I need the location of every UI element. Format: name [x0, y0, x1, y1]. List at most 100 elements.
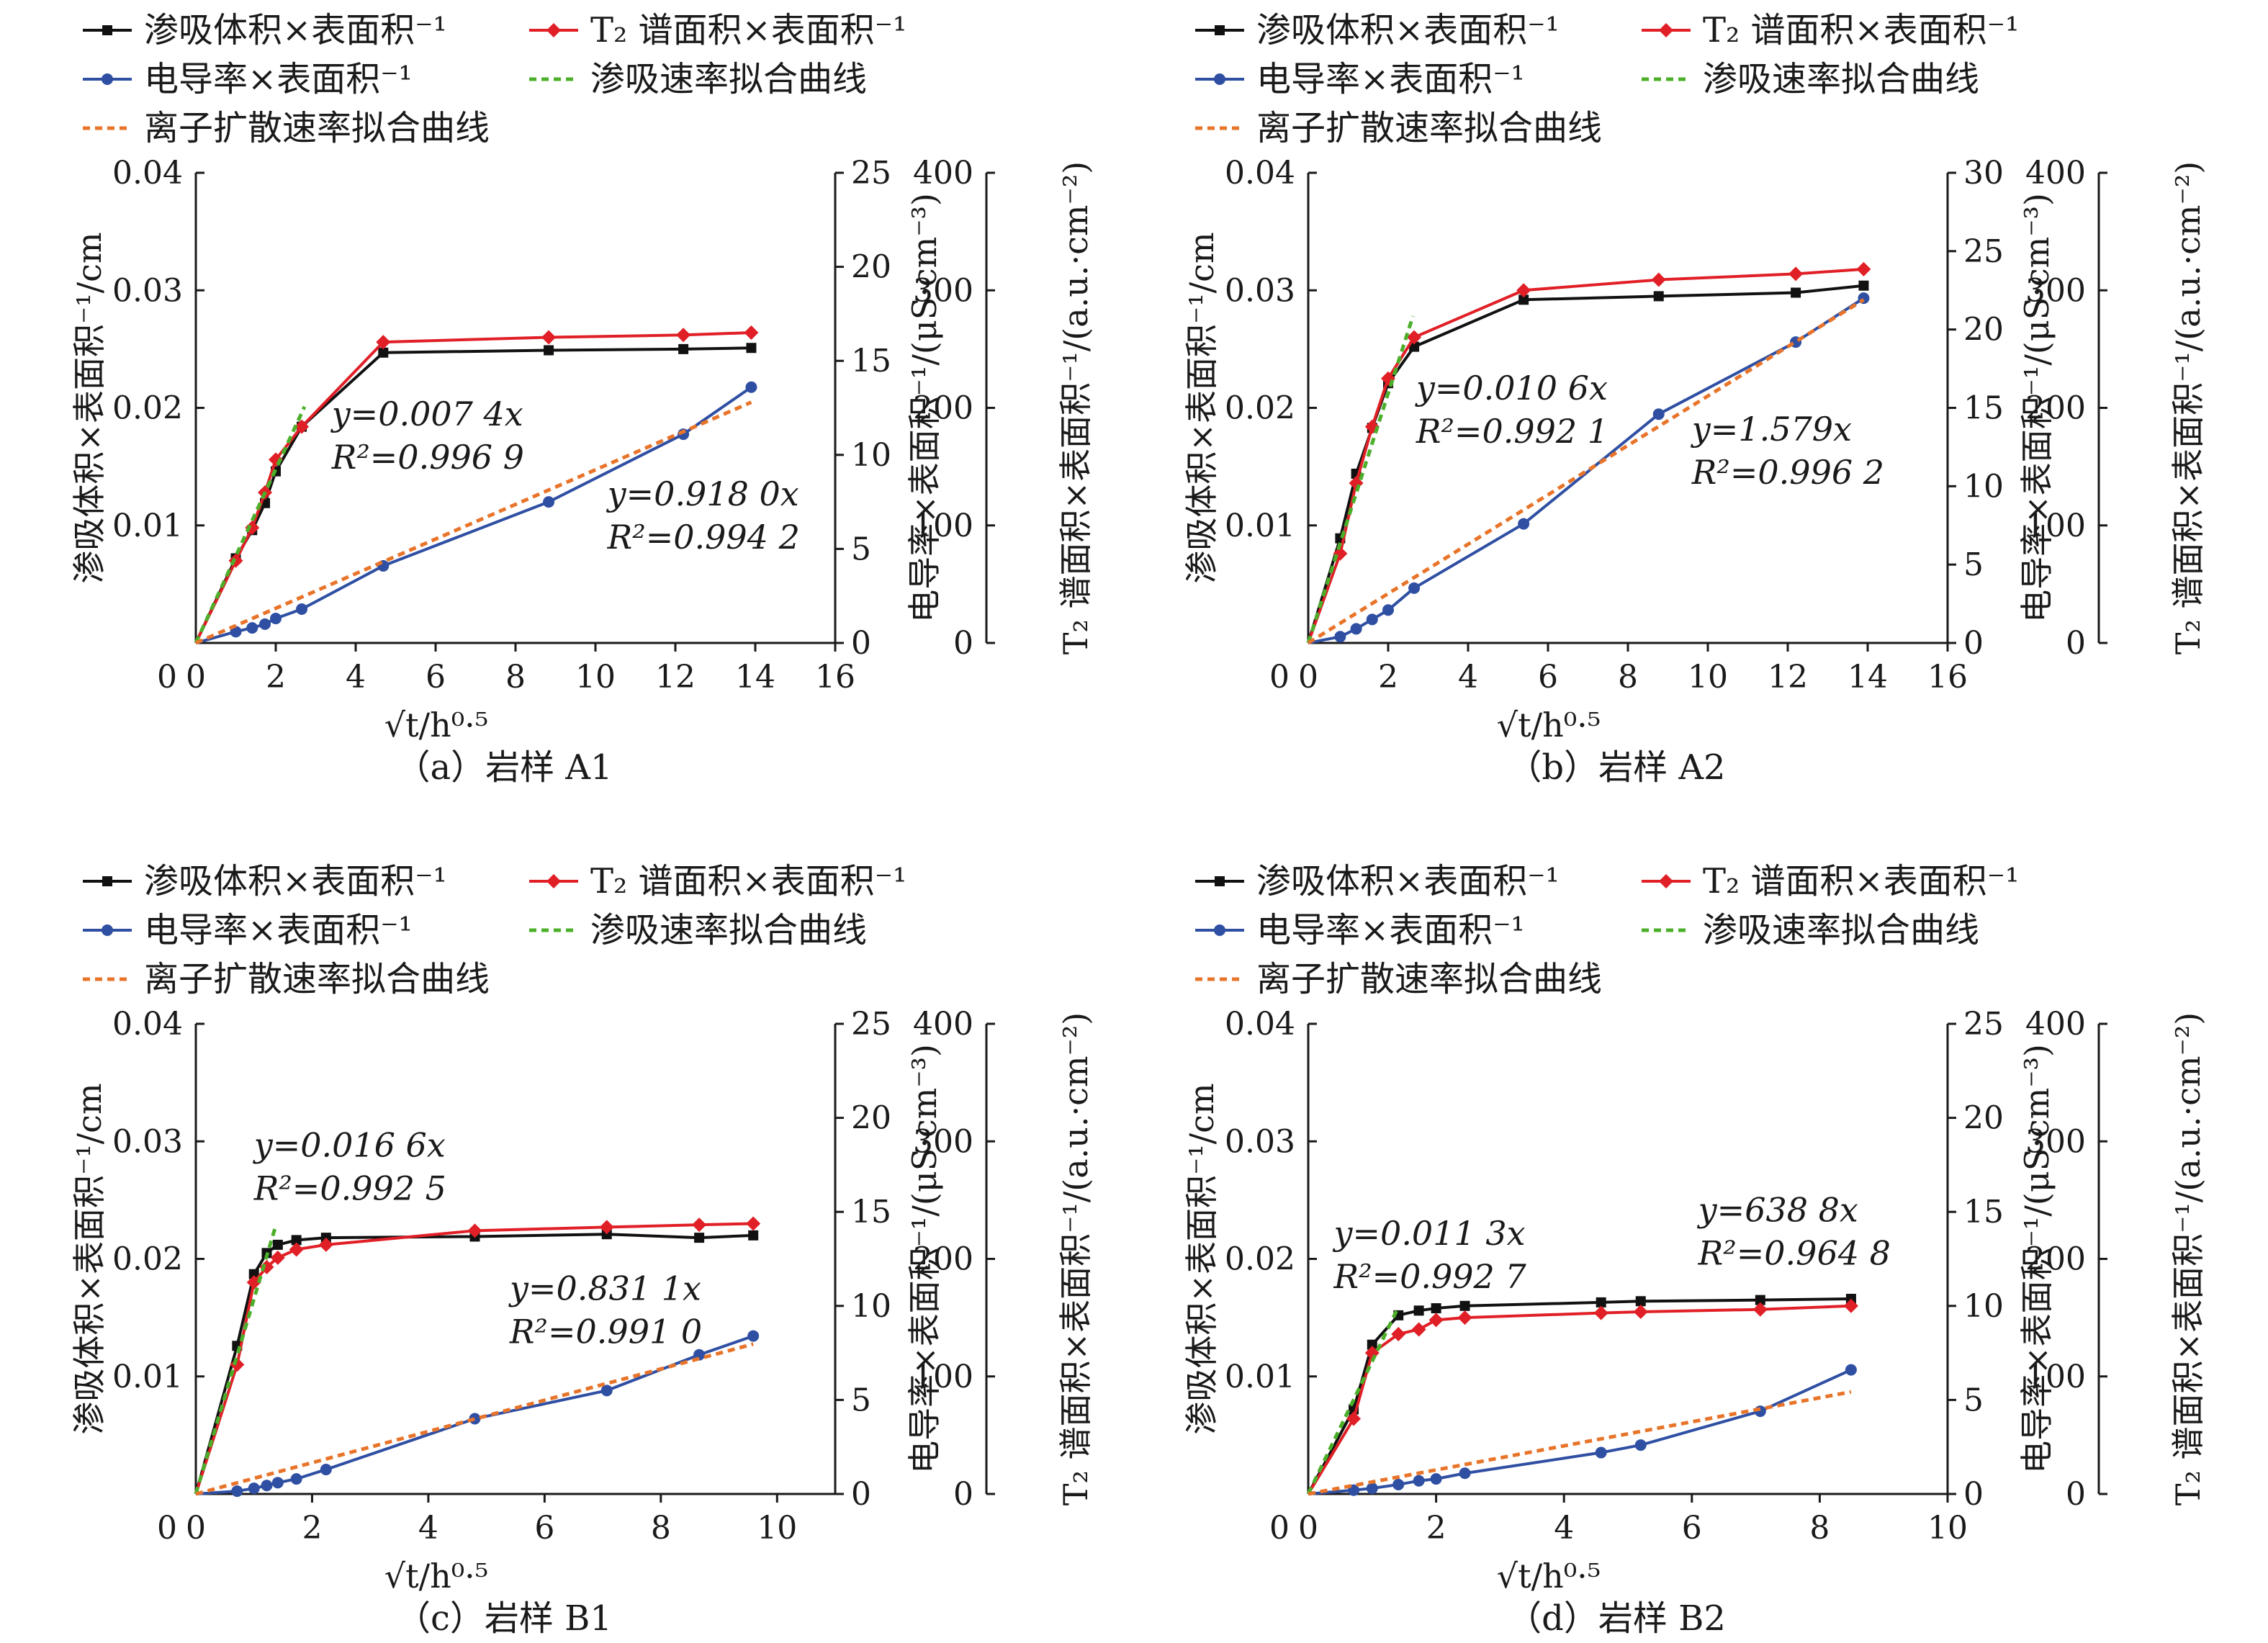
- data-point-infiltration: [1367, 1339, 1377, 1350]
- legend-marker-infiltration: [1215, 25, 1225, 35]
- data-point-t2: [467, 1223, 482, 1238]
- y-mid-tick-label: 20: [1963, 312, 2004, 348]
- y-left-tick-label: 0.04: [112, 155, 183, 192]
- x-tick-label: 4: [1554, 1510, 1574, 1547]
- x-axis-title: √t/h⁰·⁵: [1497, 706, 1601, 744]
- data-point-t2: [1752, 1302, 1768, 1317]
- y-right-axis-title: T₂ 谱面积×表面积⁻¹/(a.u.·cm⁻²): [1056, 1012, 1095, 1505]
- data-point-infiltration: [1635, 1296, 1646, 1307]
- y-mid-tick-label: 10: [851, 437, 891, 474]
- y-right-tick-label: 200: [913, 1241, 973, 1278]
- series-line-ion_fit: [195, 1342, 754, 1496]
- x-tick-label: 8: [1809, 1510, 1830, 1547]
- x-tick-label: 2: [1378, 659, 1398, 696]
- legend: 渗吸体积×表面积⁻¹ T₂ 谱面积×表面积⁻¹ 电导率×表面积⁻¹ 渗吸速率拟合曲线离…: [83, 861, 906, 999]
- data-point-infiltration: [1596, 1297, 1606, 1307]
- x-tick-label: 10: [757, 1510, 797, 1547]
- legend-label-conductivity: 电导率×表面积⁻¹: [1256, 910, 1525, 950]
- legend-label-infiltration: 渗吸体积×表面积⁻¹: [144, 861, 447, 901]
- data-point-t2: [270, 1250, 285, 1265]
- y-mid-tick-label: 20: [851, 1100, 891, 1137]
- panel-caption: （b）岩样 A2: [1507, 747, 1725, 788]
- data-point-conductivity: [1382, 604, 1394, 616]
- y-mid-tick-label: 5: [851, 531, 871, 567]
- data-point-t2: [1364, 419, 1380, 434]
- chart-panel-1: 渗吸体积×表面积⁻¹ T₂ 谱面积×表面积⁻¹ 电导率×表面积⁻¹ 渗吸速率拟合曲线离…: [1182, 10, 2208, 788]
- axes: 0 2 4 6 8 10 12 14 16 0.04 0.03 0.02 0.01 0 30 25 20 15 10…: [1182, 155, 2208, 744]
- y-left-tick-label: 0.02: [112, 390, 183, 427]
- x-tick-label: 4: [418, 1510, 438, 1547]
- series-line-ion_fit: [1308, 1390, 1852, 1496]
- legend-label-infiltration: 渗吸体积×表面积⁻¹: [1256, 10, 1560, 50]
- fit-r-squared: R²=0.992 7: [1333, 1257, 1527, 1296]
- y-mid-tick-label: 0: [851, 625, 871, 662]
- y-mid-axis-title: 电导率×表面积⁻¹/(μS·cm⁻³): [2017, 193, 2056, 623]
- axes: 0 2 4 6 8 10 12 14 16 0.04 0.03 0.02 0.01 0 25 20 15 10 5 0…: [70, 155, 1095, 744]
- legend-label-conductivity: 电导率×表面积⁻¹: [144, 59, 413, 99]
- data-point-t2: [294, 419, 310, 434]
- data-point-t2: [1788, 266, 1804, 282]
- data-point-conductivity: [469, 1413, 481, 1425]
- series-line-t2: [1307, 1304, 1851, 1495]
- y-left-axis-title: 渗吸体积×表面积⁻¹/cm: [70, 232, 109, 583]
- legend-marker-infiltration: [102, 876, 112, 886]
- data-point-conductivity: [290, 1473, 302, 1485]
- chart-panel-2: 渗吸体积×表面积⁻¹ T₂ 谱面积×表面积⁻¹ 电导率×表面积⁻¹ 渗吸速率拟合曲线离…: [70, 861, 1095, 1639]
- y-left-axis-title: 渗吸体积×表面积⁻¹/cm: [1182, 1083, 1221, 1434]
- data-point-infiltration: [746, 343, 757, 354]
- fit-r-squared: R²=0.991 0: [509, 1313, 702, 1351]
- legend-label-conductivity: 电导率×表面积⁻¹: [1256, 59, 1525, 99]
- data-point-conductivity: [271, 1477, 284, 1489]
- y-mid-tick-label: 5: [1963, 1382, 1984, 1418]
- y-left-tick-label: 0.03: [1225, 272, 1295, 309]
- data-point-t2: [230, 1357, 245, 1372]
- y-mid-tick-label: 0: [1963, 625, 1984, 662]
- data-point-t2: [246, 1275, 261, 1290]
- data-point-infiltration: [1791, 287, 1801, 298]
- data-point-conductivity: [248, 1482, 260, 1495]
- axes: 0 2 4 6 8 10 0.04 0.03 0.02 0.01 0 25 20 15 10 5 0 400 300…: [70, 1006, 1095, 1595]
- data-point-infiltration: [272, 1239, 283, 1250]
- data-point-infiltration: [1858, 280, 1869, 291]
- x-tick-label: 10: [575, 659, 616, 696]
- fit-equation: y=638 8x: [1697, 1190, 1858, 1229]
- series-line-imbibition_fit: [194, 405, 307, 644]
- y-mid-tick-label: 15: [851, 343, 891, 379]
- y-mid-tick-label: 15: [851, 1194, 891, 1230]
- y-left-tick-label: 0.02: [112, 1241, 183, 1278]
- data-point-conductivity: [320, 1464, 332, 1476]
- fit-r-squared: R²=0.992 5: [253, 1169, 446, 1207]
- data-point-t2: [692, 1217, 707, 1233]
- data-point-infiltration: [1518, 294, 1529, 305]
- y-right-tick-label: 300: [913, 1123, 973, 1160]
- y-right-tick-label: 100: [913, 1359, 973, 1395]
- fit-equation: y=0.016 6x: [253, 1125, 446, 1164]
- y-right-tick-label: 100: [2025, 508, 2086, 544]
- y-right-tick-label: 300: [2025, 1123, 2086, 1160]
- data-point-conductivity: [747, 1330, 760, 1342]
- fit-r-squared: R²=0.996 2: [1691, 453, 1884, 492]
- data-point-conductivity: [1334, 631, 1346, 643]
- data-point-conductivity: [1350, 623, 1362, 635]
- series: [1306, 261, 1871, 645]
- data-point-conductivity: [270, 613, 282, 625]
- data-point-infiltration: [378, 347, 389, 358]
- y-mid-tick-label: 25: [851, 155, 891, 192]
- legend-label-ion_fit: 离子扩散速率拟合曲线: [144, 108, 490, 148]
- x-tick-label: 0: [186, 659, 206, 696]
- legend-marker-conductivity: [1214, 73, 1225, 85]
- x-axis-title: √t/h⁰·⁵: [1497, 1557, 1601, 1595]
- data-point-conductivity: [231, 1485, 243, 1498]
- x-axis-title: √t/h⁰·⁵: [384, 1557, 488, 1595]
- x-tick-label: 4: [1458, 659, 1478, 696]
- data-point-conductivity: [1413, 1475, 1425, 1487]
- annotations: y=0.007 4x R²=0.996 9 y=0.918 0x R²=0.994 2: [330, 395, 800, 557]
- x-tick-label: 2: [302, 1510, 322, 1547]
- series-line-ion_fit: [195, 400, 752, 645]
- y-left-tick-label: 0.02: [1225, 1241, 1295, 1278]
- panel-caption: （c）岩样 B1: [396, 1598, 612, 1639]
- panel-caption: （d）岩样 B2: [1507, 1598, 1726, 1639]
- y-right-tick-label: 300: [2025, 272, 2086, 309]
- x-tick-label: 0: [1298, 1510, 1318, 1547]
- data-point-infiltration: [1755, 1295, 1765, 1305]
